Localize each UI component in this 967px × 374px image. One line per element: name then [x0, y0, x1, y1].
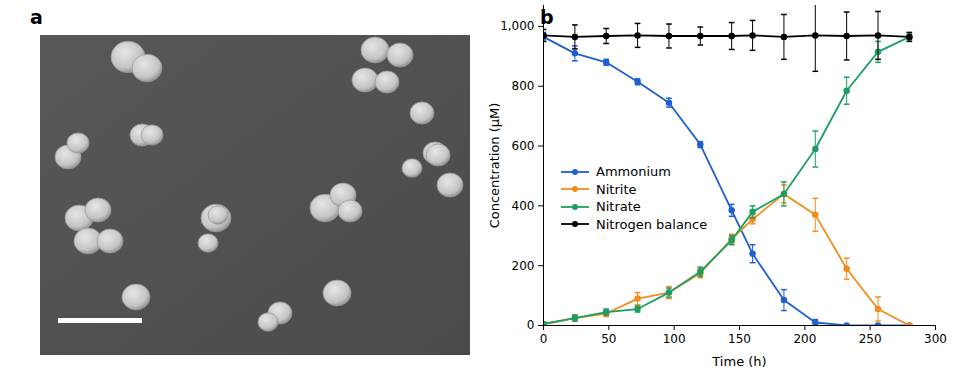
svg-text:400: 400 [512, 199, 535, 213]
svg-text:300: 300 [924, 332, 947, 346]
html-text:a: a [30, 6, 43, 28]
svg-text:0: 0 [540, 332, 548, 346]
svg-text:200: 200 [793, 332, 816, 346]
svg-text:250: 250 [859, 332, 882, 346]
svg-text:200: 200 [512, 259, 535, 273]
svg-text:0: 0 [527, 318, 535, 332]
html-text:Nitrate: Nitrate [596, 199, 641, 214]
svg-text:1,000: 1,000 [500, 19, 534, 33]
html-text:Ammonium: Ammonium [596, 164, 671, 179]
svg-text:100: 100 [663, 332, 686, 346]
svg-text:800: 800 [512, 79, 535, 93]
svg-text:Time (h): Time (h) [711, 354, 766, 369]
svg-text:150: 150 [728, 332, 751, 346]
html-text:b: b [540, 6, 554, 28]
svg-text:600: 600 [512, 139, 535, 153]
html-text:Nitrite: Nitrite [596, 181, 637, 197]
svg-text:50: 50 [601, 332, 616, 346]
svg-text:Concentration (μM): Concentration (μM) [487, 103, 502, 229]
html-text:Nitrogen balance: Nitrogen balance [596, 216, 708, 232]
